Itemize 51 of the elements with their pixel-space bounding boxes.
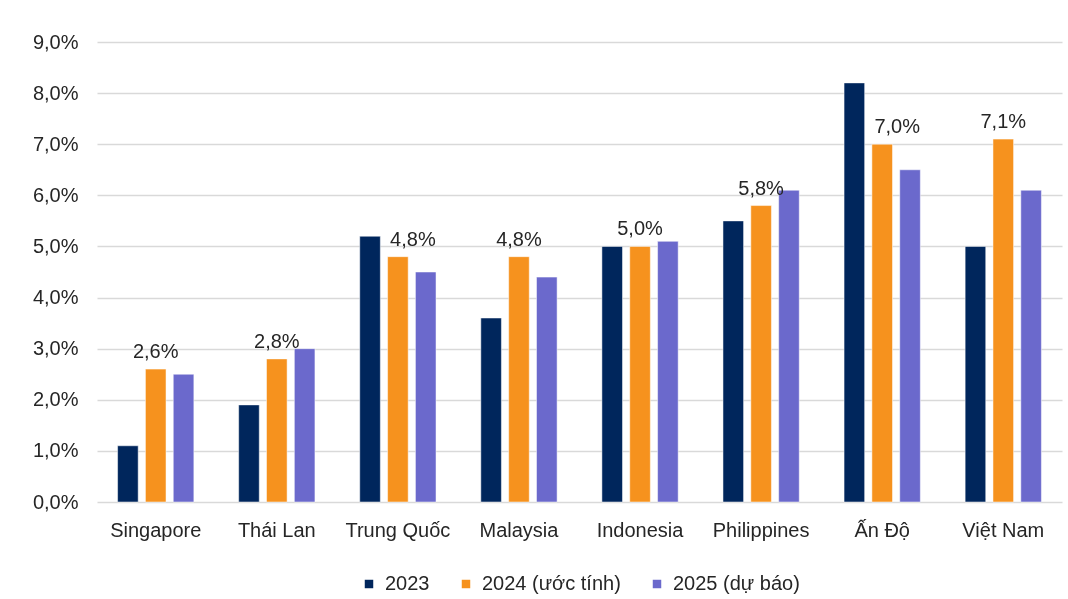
bar [899,169,921,503]
y-tick-label: 9,0% [32,30,79,53]
x-tick-label: Việt Nam [962,518,1045,541]
bar [415,271,437,503]
bar [145,368,167,503]
bar [238,404,260,503]
bar [480,317,502,503]
bar [173,373,195,503]
bar [992,138,1014,503]
data-label: 4,8% [390,227,436,250]
data-label: 7,1% [980,110,1027,133]
data-label: 5,0% [617,217,664,240]
legend-label: 2023 [385,572,430,594]
x-tick-label: Singapore [110,518,202,541]
data-label: 7,0% [874,115,921,138]
bar [266,358,288,503]
legend-label: 2024 (ước tính) [482,572,621,594]
y-tick-label: 6,0% [32,183,79,206]
bar [601,246,623,503]
x-tick-label: Trung Quốc [345,518,451,541]
x-tick-label: Indonesia [596,518,685,541]
bar [750,205,772,503]
bar [657,241,679,503]
legend-label: 2025 (dự báo) [673,572,800,594]
data-label: 5,8% [738,176,785,199]
y-tick-label: 3,0% [32,337,79,360]
x-tick-label: Ấn Độ [854,518,910,541]
y-tick-label: 4,0% [32,286,79,309]
y-tick-label: 1,0% [32,439,79,462]
bar [629,246,651,503]
y-tick-label: 7,0% [32,132,79,155]
bar [964,246,986,503]
bar [387,256,409,503]
x-tick-label: Malaysia [479,518,560,541]
bar [843,82,865,503]
bar [117,445,139,503]
bar [1020,189,1042,503]
y-tick-label: 0,0% [32,490,79,513]
bar [536,276,558,503]
bar [722,220,744,503]
data-label: 4,8% [496,227,542,250]
bar [359,235,381,503]
data-label: 2,8% [254,329,300,352]
y-tick-label: 2,0% [32,388,79,411]
data-label: 2,6% [132,340,179,363]
y-tick-label: 5,0% [32,234,79,257]
x-tick-label: Philippines [712,518,810,541]
bar [508,256,530,503]
y-tick-label: 8,0% [32,81,79,104]
bar [871,143,893,503]
x-tick-label: Thái Lan [237,518,316,541]
